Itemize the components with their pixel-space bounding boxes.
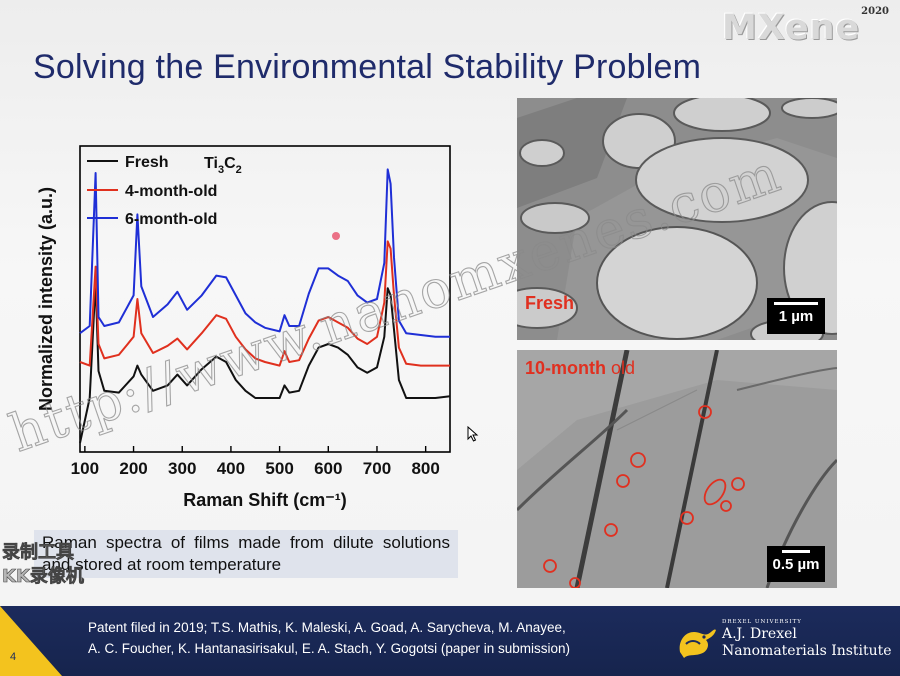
x-tick-label: 400	[217, 459, 245, 478]
tem-label-10-month: 10-month old	[525, 358, 635, 379]
series-line-4-month-old	[79, 240, 450, 367]
x-tick-label: 100	[71, 459, 99, 478]
logo-word: MXene	[722, 8, 861, 48]
page-number: 4	[10, 651, 17, 663]
mxene-logo: MXene 2020	[718, 6, 893, 48]
series-lines	[79, 168, 451, 444]
tem-image-fresh: Fresh 1 µm	[517, 98, 837, 340]
tem-image-10-month: 10-month old 0.5 µm	[517, 350, 837, 588]
x-tick-label: 500	[265, 459, 293, 478]
tem-label-old: old	[606, 358, 636, 378]
x-tick-label: 800	[411, 459, 439, 478]
scale-bar-line	[782, 550, 810, 553]
series-line-6-month-old	[79, 168, 450, 338]
tem-label-10-month-bold: 10-month	[525, 358, 606, 378]
scale-bar-line	[774, 302, 818, 305]
scale-bar-text: 0.5 µm	[772, 556, 820, 573]
x-tick-label: 300	[168, 459, 196, 478]
drexel-institute-name: A.J. Drexel Nanomaterials Institute	[722, 626, 892, 660]
laser-pointer-dot	[332, 232, 340, 240]
institute-line-1: A.J. Drexel	[722, 626, 797, 642]
red-circle-markers	[543, 405, 745, 588]
slide-title: Solving the Environmental Stability Prob…	[33, 48, 702, 86]
mouse-cursor-icon	[467, 426, 479, 442]
x-tick-label: 200	[119, 459, 147, 478]
tem-label-fresh: Fresh	[525, 293, 575, 313]
drexel-dragon-icon	[679, 629, 716, 658]
institute-line-2: Nanomaterials Institute	[722, 643, 892, 659]
logo-year: 2020	[861, 6, 889, 17]
series-line-fresh	[79, 280, 451, 444]
footer-accent-triangle	[0, 606, 62, 676]
scale-bar-text: 1 µm	[778, 308, 814, 325]
footer-bar	[0, 606, 900, 676]
material-label: Ti3C2	[204, 155, 242, 176]
legend: Fresh 4-month-old 6-month-old Ti3C2	[87, 154, 242, 228]
chart-caption: Raman spectra of films made from dilute …	[34, 530, 458, 578]
x-tick-label: 700	[363, 459, 391, 478]
drexel-logo: DREXEL UNIVERSITY A.J. Drexel Nanomateri…	[672, 618, 892, 666]
drexel-university-label: DREXEL UNIVERSITY	[722, 619, 802, 625]
y-axis-label: Normalized intensity (a.u.)	[36, 187, 56, 411]
legend-label-6-month: 6-month-old	[125, 211, 217, 228]
footer-line-1: Patent filed in 2019; T.S. Mathis, K. Ma…	[88, 620, 566, 635]
legend-label-4-month: 4-month-old	[125, 183, 217, 200]
footer-line-2: A. C. Foucher, K. Hantanasirisakul, E. A…	[88, 641, 570, 656]
raman-chart: 100 200 300 400 500 600 700 800 Fresh 4-month-o…	[36, 145, 451, 510]
x-ticks: 100 200 300 400 500 600 700 800	[71, 446, 440, 478]
x-tick-label: 600	[314, 459, 342, 478]
legend-label-fresh: Fresh	[125, 154, 169, 171]
footer-citation: Patent filed in 2019; T.S. Mathis, K. Ma…	[88, 617, 658, 659]
scale-bar-0-5um: 0.5 µm	[767, 546, 825, 582]
plot-frame	[79, 145, 451, 453]
scale-bar-1um: 1 µm	[767, 298, 825, 334]
x-axis-label: Raman Shift (cm⁻¹)	[183, 490, 347, 510]
